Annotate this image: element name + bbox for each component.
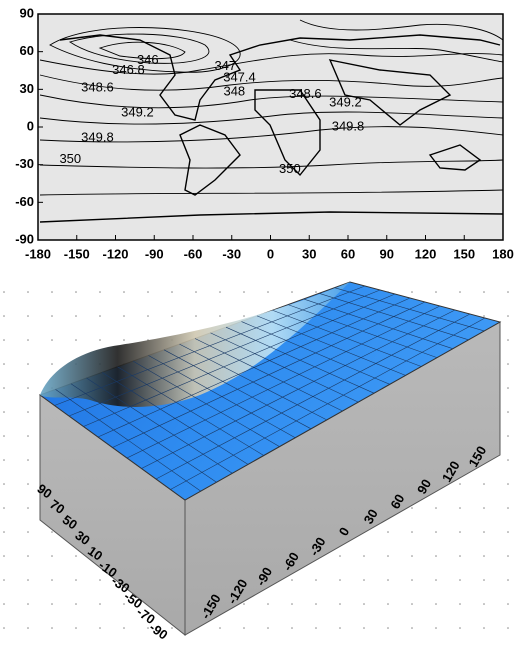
contour-label: 348 — [223, 83, 245, 98]
x-tick-label: 120 — [415, 246, 437, 261]
y-tick-label: 50 — [60, 512, 80, 533]
contour-label: 348.6 — [289, 86, 322, 101]
x-tick-label: 90 — [380, 246, 394, 261]
y-tick-label: 30 — [72, 528, 92, 549]
mesh-line — [126, 305, 441, 459]
y-tick-label: -60 — [15, 194, 34, 209]
x-tick-label: 0 — [267, 246, 274, 261]
mesh-line — [97, 297, 411, 438]
x-tick-label: -150 — [64, 246, 90, 261]
x-tick-label: 30 — [302, 246, 316, 261]
mesh — [54, 285, 486, 492]
coastlines — [39, 34, 504, 223]
contour-label: 347.4 — [223, 69, 256, 84]
x-tick-label: -180 — [25, 246, 51, 261]
contour-label: 349.2 — [121, 105, 154, 120]
mesh-line — [54, 285, 366, 406]
contour-label: 346 — [137, 52, 159, 67]
mesh-line — [112, 301, 426, 448]
mesh-line — [141, 309, 456, 469]
contour-label: 349.8 — [81, 130, 114, 145]
x-tick-label: -30 — [222, 246, 241, 261]
x-tick-label: -90 — [145, 246, 164, 261]
contour-label: 349.8 — [332, 118, 365, 133]
x-tick-label: 150 — [453, 246, 475, 261]
contour-label: 347 — [214, 58, 236, 73]
x-tick-label: 60 — [341, 246, 355, 261]
y-tick-label: -30 — [15, 156, 34, 171]
mesh-line — [68, 289, 381, 417]
surface-dip — [40, 282, 350, 407]
y-tick-label: 60 — [20, 43, 34, 58]
contour-label: 350 — [59, 151, 81, 166]
y-tick-label: 30 — [20, 81, 34, 96]
contour-label: 350 — [279, 161, 301, 176]
x-tick-label: 30 — [361, 506, 381, 526]
x-tick-label: 60 — [387, 491, 407, 511]
y-tick-label: 90 — [34, 481, 54, 502]
x-tick-label: 180 — [492, 246, 514, 261]
mesh-line — [155, 313, 471, 480]
x-tick-label: -60 — [184, 246, 203, 261]
y-tick-label: 70 — [47, 496, 67, 517]
contour-label: 346.8 — [112, 62, 145, 77]
y-tick-label: 0 — [27, 118, 34, 133]
contour-label: 349.2 — [329, 95, 362, 110]
y-tick-label: -90 — [15, 231, 34, 246]
mesh-line — [170, 317, 486, 490]
x-tick-label: -120 — [102, 246, 128, 261]
mesh-line — [83, 293, 396, 427]
y-tick-label: 90 — [20, 5, 34, 20]
y-tick-label: 10 — [85, 543, 105, 564]
x-tick-label: 90 — [414, 476, 434, 496]
contour-lines — [39, 19, 504, 196]
contour-label: 348.6 — [81, 80, 114, 95]
